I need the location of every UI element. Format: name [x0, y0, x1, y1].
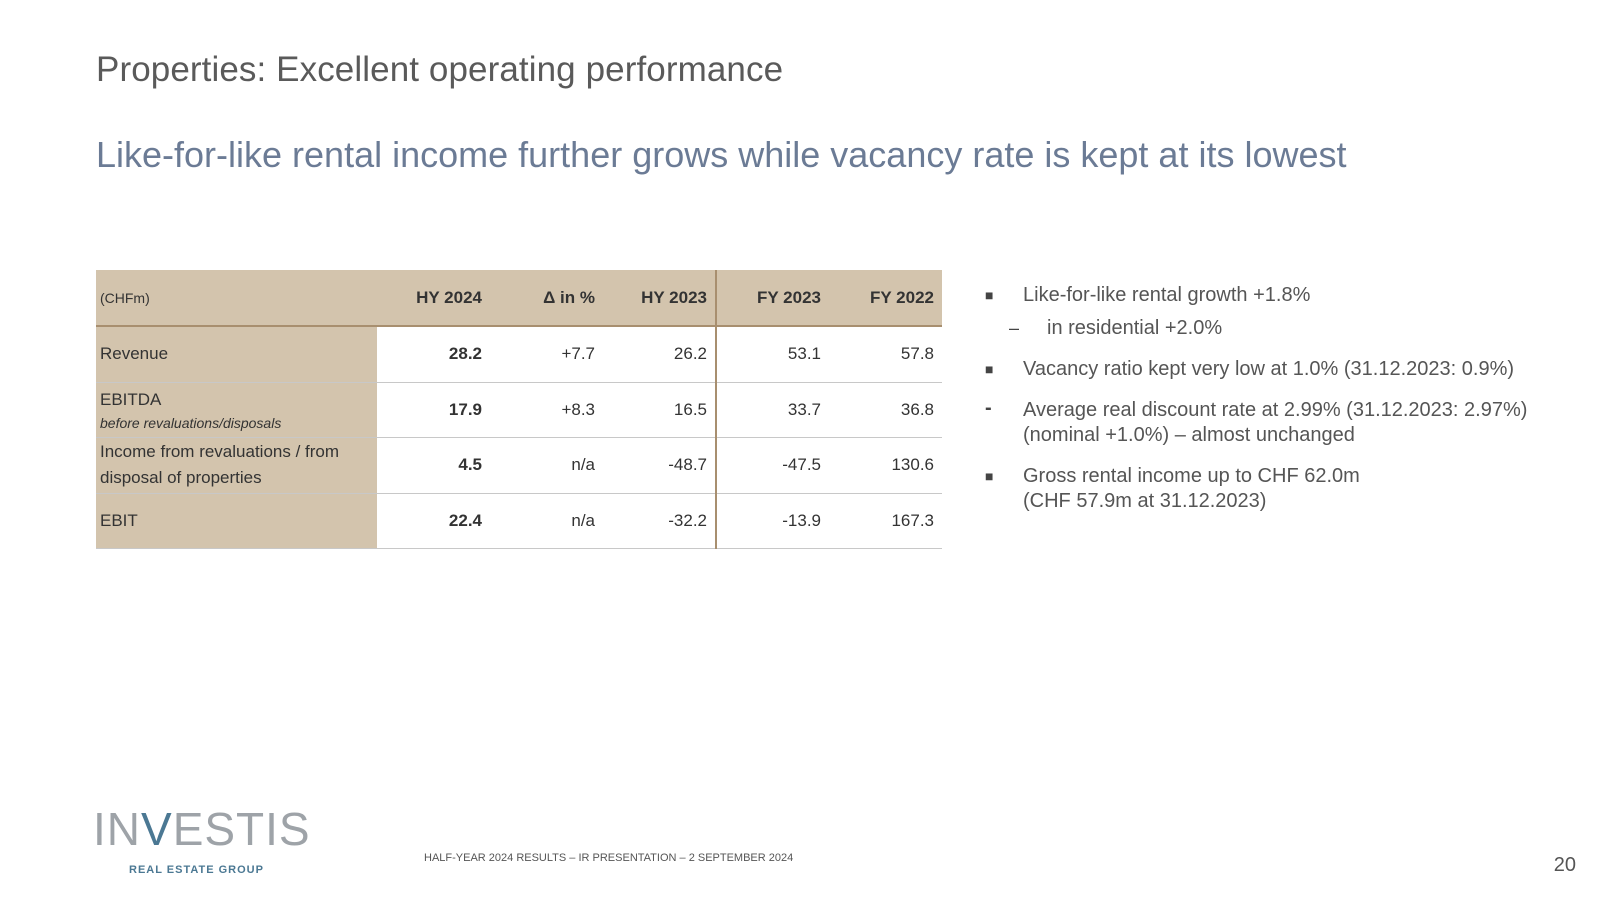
- bullet-text-line2: (CHF 57.9m at 31.12.2023): [1023, 490, 1267, 512]
- bullet-text: Vacancy ratio kept very low at 1.0% (31.…: [1023, 358, 1515, 380]
- header-hy2024: HY 2024: [377, 270, 490, 327]
- page-number: 20: [1553, 854, 1576, 876]
- cell-value: n/a: [490, 493, 603, 548]
- row-label: Revenue: [96, 326, 377, 382]
- footer-caption: HALF-YEAR 2024 RESULTS – IR PRESENTATION…: [424, 852, 794, 864]
- header-hy2023: HY 2023: [603, 270, 716, 327]
- cell-value: -47.5: [715, 437, 829, 493]
- bullet-text-line1: Average real discount rate at 2.99% (31.…: [1023, 399, 1528, 421]
- bullet-item: ■ Gross rental income up to CHF 62.0m (C…: [985, 464, 1585, 514]
- cell-value: +7.7: [490, 326, 603, 382]
- bullet-list: ■ Like-for-like rental growth +1.8% – in…: [985, 283, 1585, 514]
- header-delta: Δ in %: [490, 270, 603, 327]
- square-bullet-icon: ■: [985, 361, 994, 377]
- logo-wordmark: INVESTIS: [93, 803, 311, 855]
- cell-value: -13.9: [715, 493, 829, 548]
- bullet-item: ■ Like-for-like rental growth +1.8%: [985, 283, 1585, 308]
- company-logo: INVESTIS REAL ESTATE GROUP: [93, 806, 311, 876]
- bullet-text-line2: (nominal +1.0%) – almost unchanged: [1023, 424, 1355, 446]
- row-label-text: EBITDA: [100, 389, 162, 409]
- header-fy2023: FY 2023: [715, 270, 829, 327]
- row-label: Income from revaluations / from disposal…: [96, 437, 377, 493]
- sub-bullet-item: – in residential +2.0%: [985, 316, 1585, 341]
- dash-bullet-icon: –: [1009, 318, 1020, 338]
- cell-value: 53.1: [715, 326, 829, 382]
- cell-value: 33.7: [715, 382, 829, 437]
- table-row: EBITDA before revaluations/disposals 17.…: [96, 382, 942, 437]
- bullet-item: ■ Vacancy ratio kept very low at 1.0% (3…: [985, 357, 1585, 382]
- cell-value: 22.4: [377, 493, 490, 548]
- financial-table: (CHFm) HY 2024 Δ in % HY 2023 FY 2023 FY…: [96, 270, 942, 549]
- cell-value: 167.3: [829, 493, 942, 548]
- cell-value: 57.8: [829, 326, 942, 382]
- row-sublabel: before revaluations/disposals: [100, 414, 282, 431]
- slide-title: Properties: Excellent operating performa…: [96, 50, 784, 89]
- cell-value: 16.5: [603, 382, 716, 437]
- cell-value: 26.2: [603, 326, 716, 382]
- cell-value: 28.2: [377, 326, 490, 382]
- cell-value: -32.2: [603, 493, 716, 548]
- sub-bullet-text: in residential +2.0%: [1047, 317, 1223, 339]
- table-header-row: (CHFm) HY 2024 Δ in % HY 2023 FY 2023 FY…: [96, 270, 942, 327]
- cell-value: 4.5: [377, 437, 490, 493]
- dash-bullet-icon: -: [985, 397, 992, 419]
- slide-subtitle: Like-for-like rental income further grow…: [96, 134, 1347, 175]
- cell-value: -48.7: [603, 437, 716, 493]
- bullet-item: - Average real discount rate at 2.99% (3…: [985, 397, 1585, 448]
- table-row: Income from revaluations / from disposal…: [96, 437, 942, 493]
- bullet-text-line1: Gross rental income up to CHF 62.0m: [1023, 465, 1360, 487]
- table-row: EBIT 22.4 n/a -32.2 -13.9 167.3: [96, 493, 942, 548]
- row-label-text: Revenue: [100, 344, 169, 364]
- cell-value: 36.8: [829, 382, 942, 437]
- table-row: Revenue 28.2 +7.7 26.2 53.1 57.8: [96, 326, 942, 382]
- row-label: EBIT: [96, 493, 377, 548]
- cell-value: 130.6: [829, 437, 942, 493]
- square-bullet-icon: ■: [985, 287, 994, 303]
- row-label-text: EBIT: [100, 510, 138, 530]
- row-label: EBITDA before revaluations/disposals: [96, 382, 377, 437]
- bullet-text: Like-for-like rental growth +1.8%: [1023, 284, 1311, 306]
- header-unit: (CHFm): [96, 270, 377, 327]
- logo-tagline: REAL ESTATE GROUP: [129, 864, 264, 876]
- square-bullet-icon: ■: [985, 468, 994, 484]
- cell-value: 17.9: [377, 382, 490, 437]
- header-fy2022: FY 2022: [829, 270, 942, 327]
- cell-value: +8.3: [490, 382, 603, 437]
- cell-value: n/a: [490, 437, 603, 493]
- row-label-text: Income from revaluations / from disposal…: [100, 442, 340, 487]
